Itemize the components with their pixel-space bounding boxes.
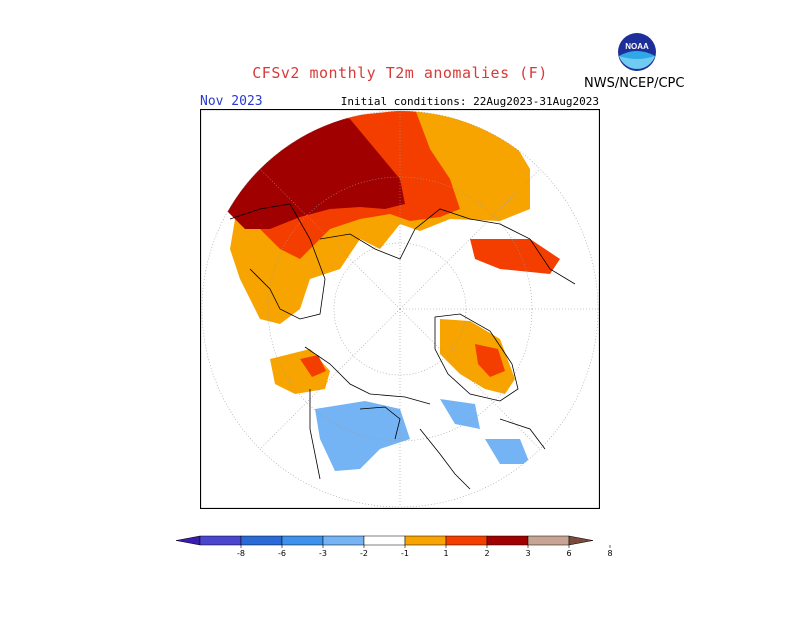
- coastlines: [229, 203, 576, 490]
- colorbar-tick-label: 2: [484, 549, 489, 558]
- colorbar-bin: [445, 535, 488, 546]
- logo-text: NOAA: [625, 42, 649, 51]
- colorbar-tick-label: -2: [360, 549, 368, 558]
- agency-label: NWS/NCEP/CPC: [584, 76, 685, 91]
- colorbar-bin: [527, 535, 570, 546]
- anomaly-region-red-greenland: [475, 344, 505, 377]
- colorbar-bin: [322, 535, 365, 546]
- colorbar-tick-label: 6: [566, 549, 571, 558]
- anomaly-region-blue-hudson: [440, 399, 480, 429]
- colorbar-tick-label: 3: [525, 549, 530, 558]
- colorbar-bin: [199, 535, 242, 546]
- colorbar-bin: [175, 535, 201, 546]
- colorbar-tick-label: -1: [401, 549, 409, 558]
- colorbar-tick-label: -8: [237, 549, 245, 558]
- anomaly-region-blue-quebec: [485, 439, 530, 464]
- colorbar-legend: -8 -6 -3 -2 -1 1 2 3 6 8: [175, 535, 613, 558]
- map-title: CFSv2 monthly T2m anomalies (F): [252, 64, 548, 82]
- colorbar-bin: [404, 535, 447, 546]
- colorbar-bin: [281, 535, 324, 546]
- colorbar-tick-label: 1: [443, 549, 448, 558]
- noaa-logo: NOAA: [617, 32, 657, 72]
- anomaly-region-blue-canada: [315, 401, 410, 471]
- anomaly-region-red-alaska: [300, 355, 326, 377]
- colorbar-tick-label: -6: [278, 549, 286, 558]
- anomaly-region-darkred-core: [225, 111, 405, 229]
- anomaly-map: [200, 109, 600, 509]
- forecast-month: Nov 2023: [200, 94, 263, 109]
- colorbar-bin: [486, 535, 529, 546]
- colorbar-ticks: -8 -6 -3 -2 -1 1 2 3 6 8: [237, 545, 613, 558]
- initial-conditions: Initial conditions: 22Aug2023-31Aug2023: [340, 95, 599, 108]
- colorbar-bin: [363, 535, 406, 546]
- colorbar-bin: [568, 535, 594, 546]
- colorbar-tick-label: 8: [607, 549, 612, 558]
- colorbar-boxes: [175, 535, 594, 546]
- colorbar-tick-label: -3: [319, 549, 327, 558]
- anomaly-region-red-eastasia: [470, 239, 560, 274]
- colorbar-bin: [240, 535, 283, 546]
- graticule: [201, 110, 599, 508]
- anomaly-fill-layer: [225, 111, 560, 471]
